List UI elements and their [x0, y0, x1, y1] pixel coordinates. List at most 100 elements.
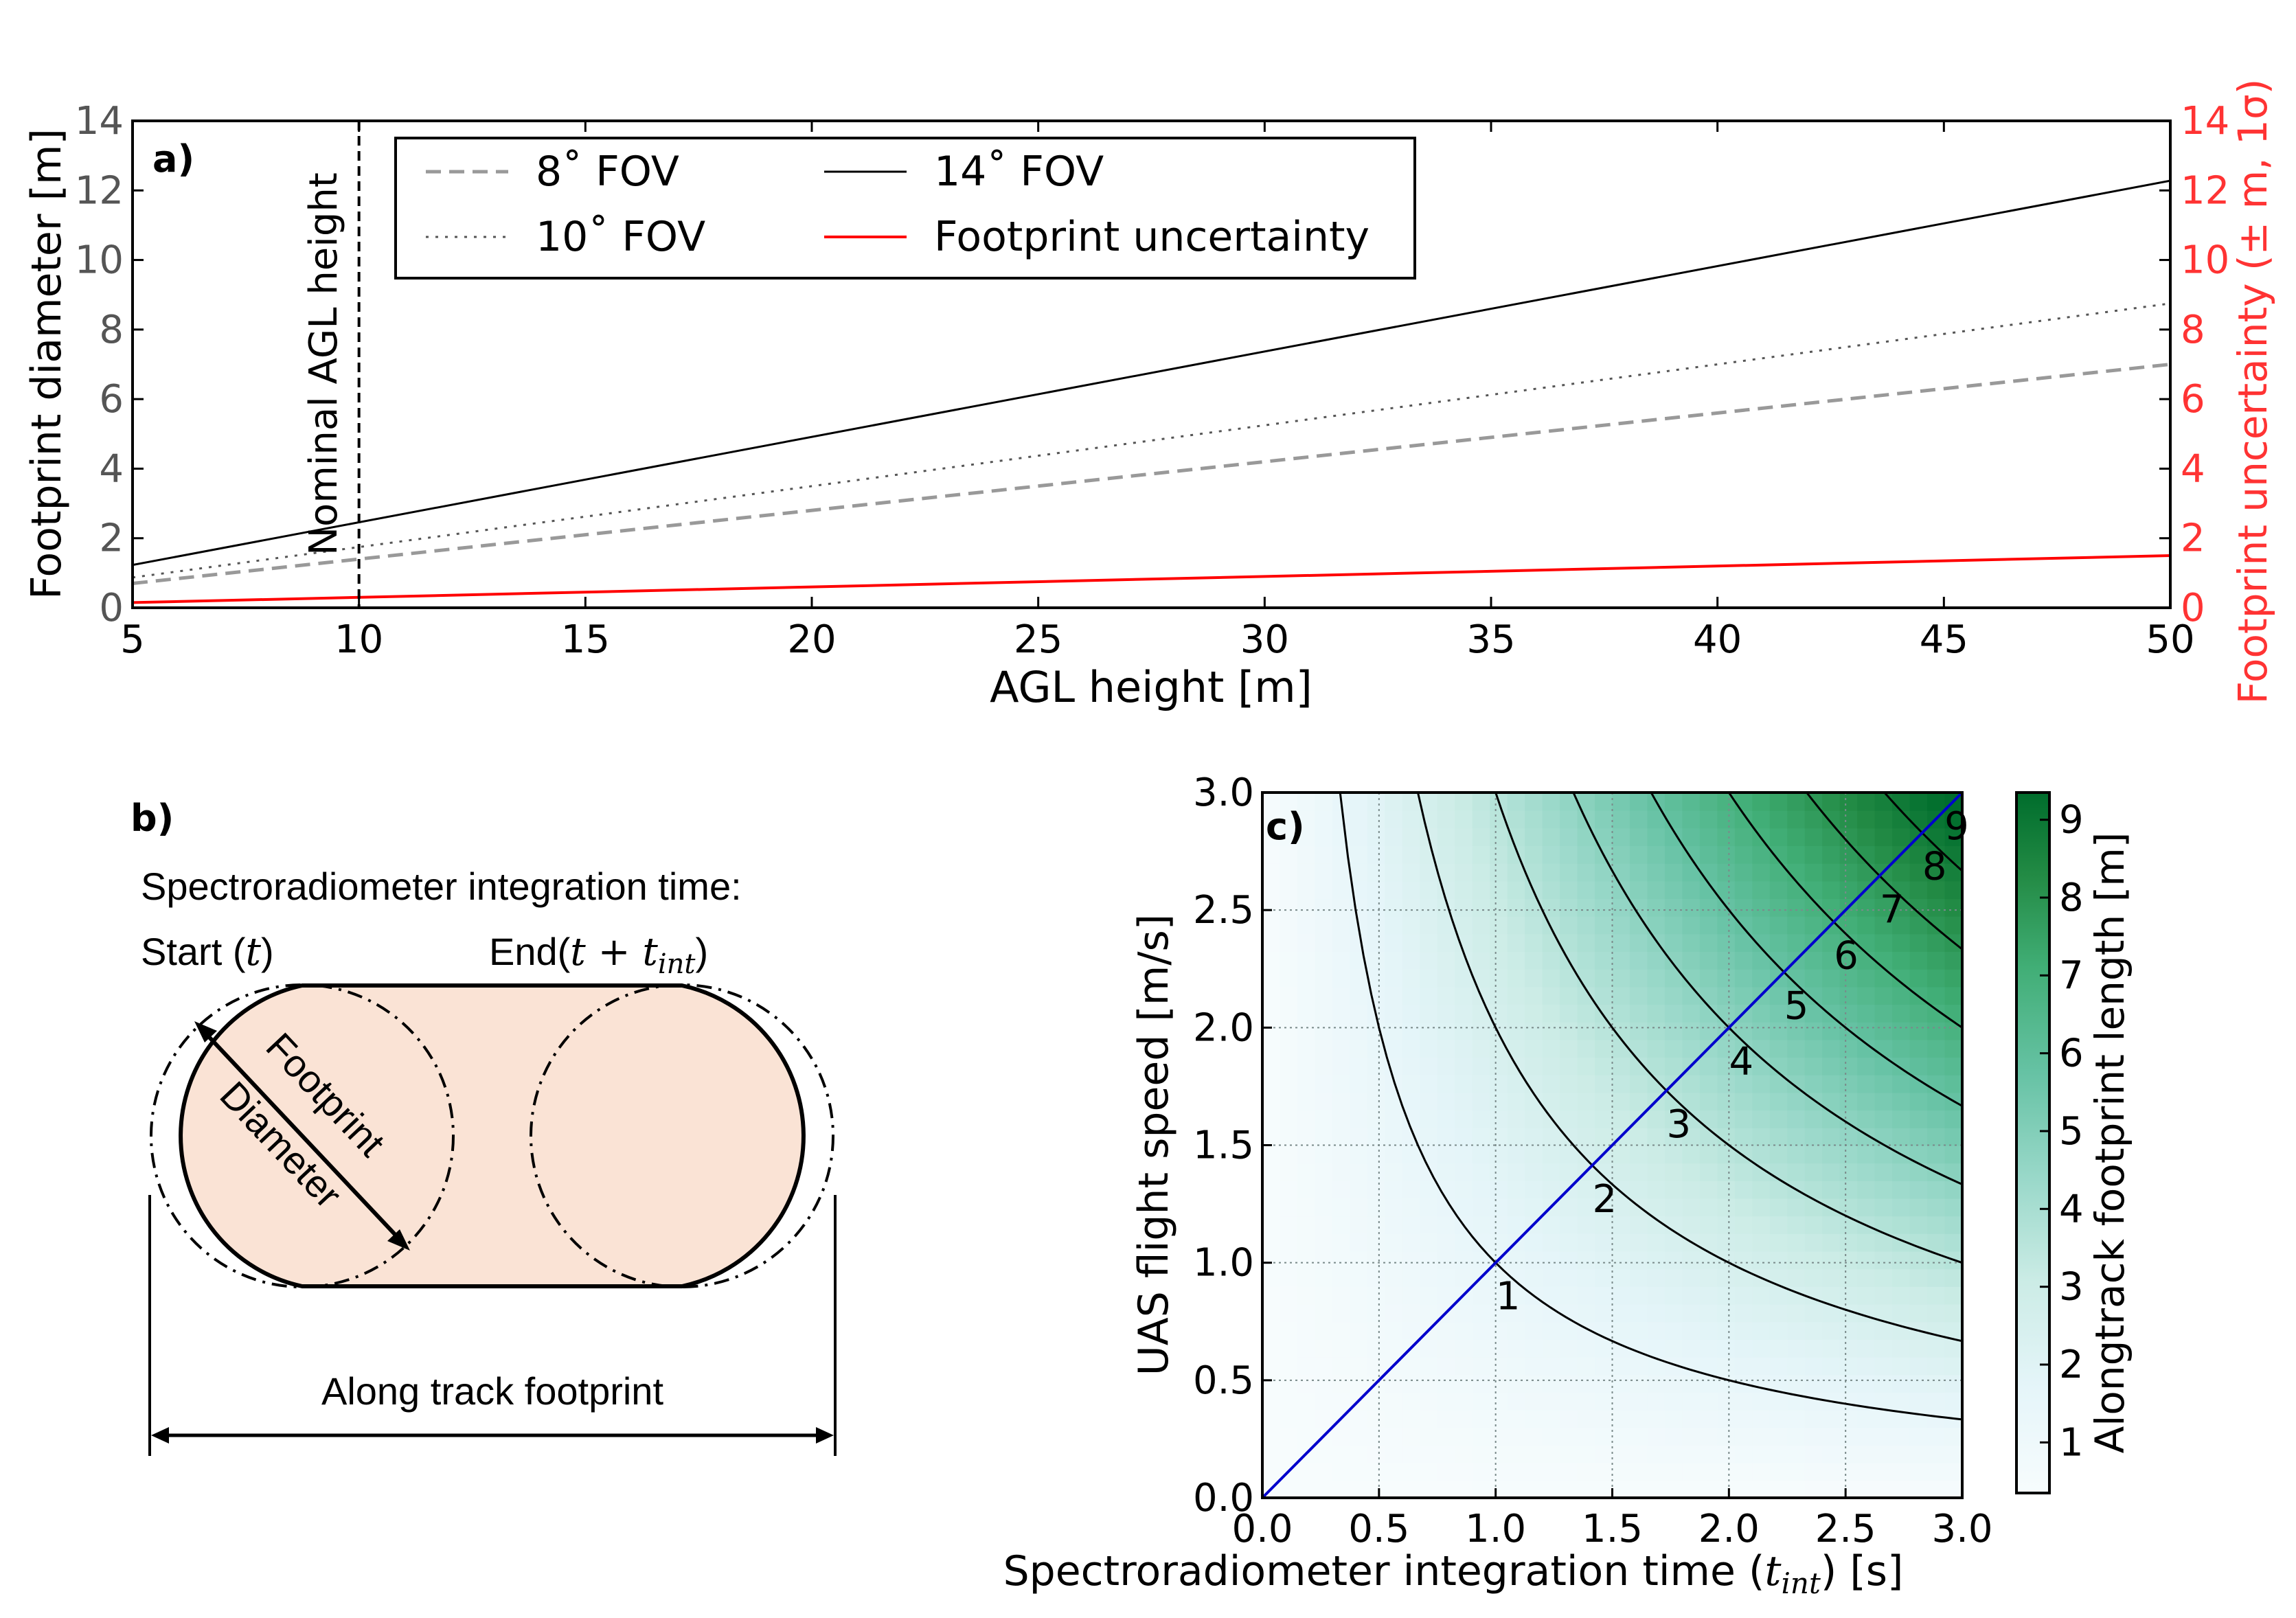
heat-cell — [1647, 898, 1666, 917]
heat-cell — [1647, 1338, 1666, 1358]
heat-cell — [1944, 1338, 1962, 1358]
heat-cell — [1717, 793, 1736, 811]
heat-cell — [1315, 1338, 1333, 1358]
heat-cell — [1420, 863, 1438, 882]
heat-cell — [1909, 1039, 1929, 1058]
heat-cell — [1734, 1216, 1753, 1234]
heat-cell — [1699, 1163, 1718, 1181]
heat-cell — [1542, 1321, 1561, 1340]
heat-cell — [1909, 1198, 1929, 1217]
heat-cell — [1262, 1110, 1281, 1128]
heat-cell — [1577, 828, 1596, 847]
heat-cell — [1734, 915, 1753, 935]
x-tick-label: 3.0 — [1931, 1507, 1992, 1551]
y-tick-label: 8 — [99, 308, 124, 352]
heat-cell — [1490, 1303, 1508, 1323]
heat-cell — [1280, 1268, 1298, 1287]
heat-cell — [1525, 1356, 1543, 1376]
heat-cell — [1455, 1145, 1473, 1164]
heat-cell — [1455, 810, 1473, 829]
heat-cell — [1577, 1444, 1596, 1463]
heat-cell — [1682, 1480, 1701, 1498]
heat-cell — [1647, 1427, 1666, 1446]
heat-cell — [1734, 1409, 1753, 1428]
heat-cell — [1577, 1127, 1596, 1146]
heat-cell — [1647, 1268, 1666, 1287]
x-tick-label: 45 — [1920, 617, 1968, 662]
heat-cell — [1857, 1057, 1876, 1075]
heat-cell — [1717, 863, 1736, 882]
heat-cell — [1525, 1462, 1543, 1481]
heat-cell — [1612, 1057, 1630, 1075]
heat-cell — [1385, 986, 1403, 1005]
heat-cell — [1262, 915, 1281, 935]
heat-cell — [1402, 915, 1421, 935]
heat-cell — [1455, 1233, 1473, 1252]
heat-cell — [1664, 1110, 1683, 1128]
heat-cell — [1892, 933, 1911, 953]
heat-cell — [1664, 1233, 1683, 1252]
heat-cell — [1944, 915, 1962, 935]
heat-cell — [1647, 1233, 1666, 1252]
heat-cell — [1944, 1004, 1962, 1023]
y-tick-label: 1.0 — [1193, 1241, 1254, 1286]
heat-cell — [1542, 1374, 1561, 1393]
heat-cell — [1664, 1145, 1683, 1164]
heat-cell — [1560, 1233, 1578, 1252]
heat-cell — [1402, 933, 1421, 953]
heat-cell — [1682, 1216, 1701, 1234]
heat-cell — [1822, 1021, 1841, 1040]
heat-cell — [1752, 1039, 1771, 1058]
heat-cell — [1839, 1321, 1859, 1340]
heat-cell — [1577, 951, 1596, 970]
heat-cell — [1612, 1216, 1630, 1234]
heat-cell — [1927, 968, 1946, 988]
heat-cell — [1874, 845, 1894, 864]
heat-cell — [1595, 933, 1613, 953]
heat-cell — [1525, 1004, 1543, 1023]
heat-cell — [1262, 810, 1281, 829]
heat-cell — [1629, 1251, 1648, 1270]
heat-cell — [1944, 1462, 1962, 1481]
heat-cell — [1927, 793, 1946, 811]
heat-cell — [1822, 933, 1841, 953]
heat-cell — [1944, 1145, 1962, 1164]
heat-cell — [1944, 1391, 1962, 1411]
heat-cell — [1787, 1127, 1806, 1146]
heat-cell — [1437, 1268, 1456, 1287]
heat-cell — [1874, 1074, 1894, 1093]
heat-cell — [1769, 1391, 1788, 1411]
heat-cell — [1455, 1110, 1473, 1128]
heat-cell — [1420, 951, 1438, 970]
heat-cell — [1822, 1180, 1841, 1199]
heat-cell — [1332, 1391, 1351, 1411]
heat-cell — [1664, 1427, 1683, 1446]
heat-cell — [1595, 1303, 1613, 1323]
heat-cell — [1804, 1303, 1823, 1323]
heat-cell — [1717, 933, 1736, 953]
heat-cell — [1664, 1286, 1683, 1305]
heat-cell — [1280, 810, 1298, 829]
heat-cell — [1717, 1251, 1736, 1270]
heat-cell — [1542, 1180, 1561, 1199]
heat-cell — [1280, 1057, 1298, 1075]
heat-cell — [1297, 1391, 1316, 1411]
heat-cell — [1839, 1092, 1859, 1111]
heat-cell — [1944, 1233, 1962, 1252]
heat-cell — [1350, 1286, 1368, 1305]
heat-cell — [1350, 1163, 1368, 1181]
colorbar-tick-label: 9 — [2059, 798, 2084, 843]
heat-cell — [1455, 1163, 1473, 1181]
heat-cell — [1682, 1303, 1701, 1323]
heat-cell — [1507, 1163, 1526, 1181]
heat-cell — [1332, 1198, 1351, 1217]
heat-cell — [1297, 1110, 1316, 1128]
heat-cell — [1490, 1427, 1508, 1446]
heat-cell — [1437, 1127, 1456, 1146]
heat-cell — [1402, 1180, 1421, 1199]
heat-cell — [1595, 1074, 1613, 1093]
heat-cell — [1577, 1233, 1596, 1252]
heat-cell — [1437, 1251, 1456, 1270]
heat-cell — [1839, 1251, 1859, 1270]
